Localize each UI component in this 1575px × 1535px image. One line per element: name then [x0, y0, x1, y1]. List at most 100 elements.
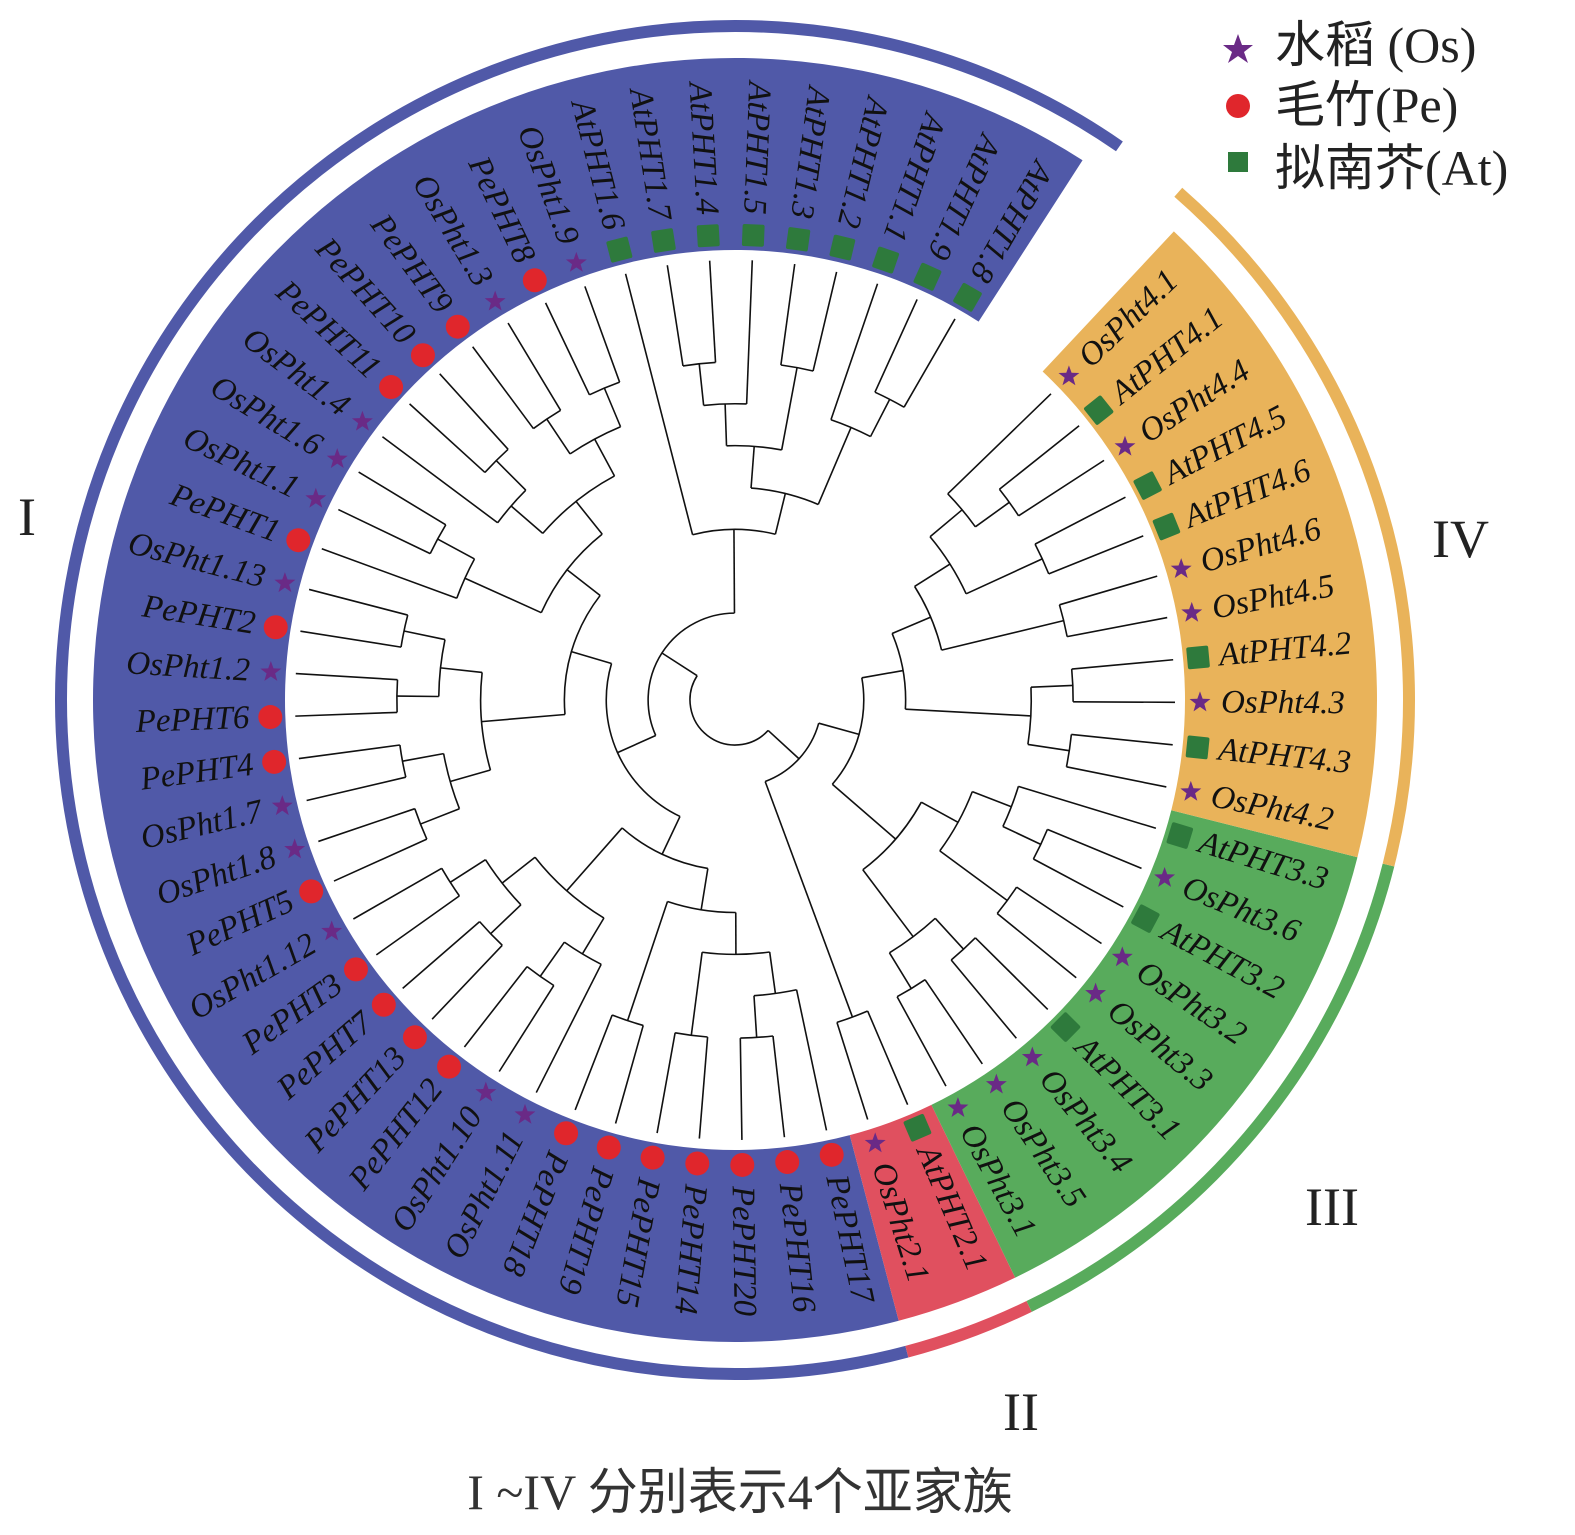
branch-line	[490, 904, 522, 935]
branch-line	[1030, 684, 1073, 689]
square-icon	[1050, 1012, 1081, 1042]
branch-line	[1066, 616, 1168, 638]
star-icon	[514, 1103, 536, 1124]
species-markers	[258, 224, 1211, 1177]
branch-line	[772, 1035, 786, 1138]
square-icon	[1133, 471, 1162, 500]
branch-line	[501, 856, 536, 884]
branch-line	[420, 807, 460, 825]
circle-icon	[445, 314, 470, 339]
branch-line	[498, 985, 555, 1072]
circle-icon	[379, 375, 404, 400]
branch-line	[463, 966, 528, 1048]
star-icon	[484, 290, 506, 311]
branch-line	[903, 318, 956, 408]
branch-line	[950, 959, 1017, 1039]
branch-line	[830, 283, 879, 420]
branch-line	[1002, 825, 1042, 846]
branch-arc	[484, 448, 509, 473]
branch-arc	[692, 528, 776, 536]
branch-line	[974, 501, 1010, 528]
square-icon	[829, 234, 856, 261]
branch-line	[593, 438, 616, 477]
branch-line	[571, 650, 612, 665]
branch-line	[614, 1025, 644, 1124]
branch-line	[581, 917, 605, 955]
footer-caption: I ~IV 分别表示4个亚家族	[467, 1464, 1013, 1520]
star-icon	[864, 1132, 886, 1153]
branch-line	[661, 652, 698, 677]
circle-icon	[263, 615, 288, 640]
branch-line	[920, 801, 959, 824]
star-icon	[985, 1073, 1007, 1094]
branch-line	[352, 867, 443, 920]
branch-line	[1048, 535, 1144, 575]
circle-icon	[299, 879, 324, 904]
branch-line	[566, 569, 601, 597]
branch-line	[1071, 658, 1174, 670]
square-icon	[903, 1113, 932, 1142]
branch-line	[1018, 785, 1157, 830]
circle-icon	[258, 705, 283, 730]
branch-line	[939, 850, 1008, 902]
star-icon	[475, 1081, 497, 1102]
clade-arc-III	[1026, 863, 1395, 1312]
branch-line	[544, 302, 591, 396]
branch-line	[656, 1032, 676, 1134]
star-icon	[1170, 558, 1192, 578]
branch-line	[381, 436, 499, 524]
branch-line	[333, 838, 428, 882]
star-icon	[1085, 982, 1107, 1003]
branch-arc	[532, 409, 562, 430]
leaf-label: PePHT20	[725, 1185, 763, 1317]
square-icon	[606, 236, 633, 263]
branch-line	[866, 1010, 909, 1106]
branch-line	[874, 299, 918, 393]
star-icon	[1181, 601, 1203, 622]
branch-line	[1073, 700, 1175, 704]
branch-arc	[429, 524, 447, 554]
branch-line	[510, 505, 544, 535]
branch-line	[495, 460, 527, 491]
circle-icon	[262, 749, 287, 774]
branch-line	[661, 816, 681, 855]
branch-line	[338, 508, 431, 555]
branch-line	[836, 1022, 869, 1120]
branch-arc	[647, 612, 735, 736]
branch-line	[690, 952, 703, 1036]
branch-line	[295, 711, 398, 717]
square-icon	[696, 224, 720, 248]
branch-line	[831, 783, 897, 840]
branch-line	[1047, 828, 1142, 870]
star-icon	[284, 838, 306, 859]
star-icon	[305, 487, 327, 508]
branch-arc	[998, 488, 1020, 517]
branch-line	[402, 752, 444, 762]
branch-line	[996, 912, 1077, 979]
star-icon	[260, 661, 282, 681]
branch-line	[321, 548, 458, 599]
clade-sector-II	[849, 1104, 1016, 1321]
branch-line	[891, 616, 932, 635]
branch-line	[698, 1036, 709, 1139]
branch-line	[724, 403, 728, 446]
branch-line	[1018, 459, 1105, 517]
star-icon	[1223, 34, 1253, 63]
branch-line	[584, 286, 621, 383]
clade-labels: I II III IV	[18, 487, 1489, 1442]
branch-line	[402, 921, 481, 989]
branch-line	[708, 260, 717, 363]
leaf-label: OsPht1.2	[125, 645, 251, 688]
square-icon	[785, 227, 811, 252]
star-icon	[1111, 946, 1133, 967]
branch-line	[812, 271, 838, 372]
branch-line	[481, 713, 566, 723]
branch-line	[1034, 496, 1126, 545]
branch-line	[358, 471, 447, 526]
branch-line	[745, 260, 754, 405]
star-icon	[1189, 691, 1211, 712]
branch-line	[941, 619, 1064, 651]
branch-arc	[753, 988, 797, 997]
branch-line	[431, 944, 503, 1020]
